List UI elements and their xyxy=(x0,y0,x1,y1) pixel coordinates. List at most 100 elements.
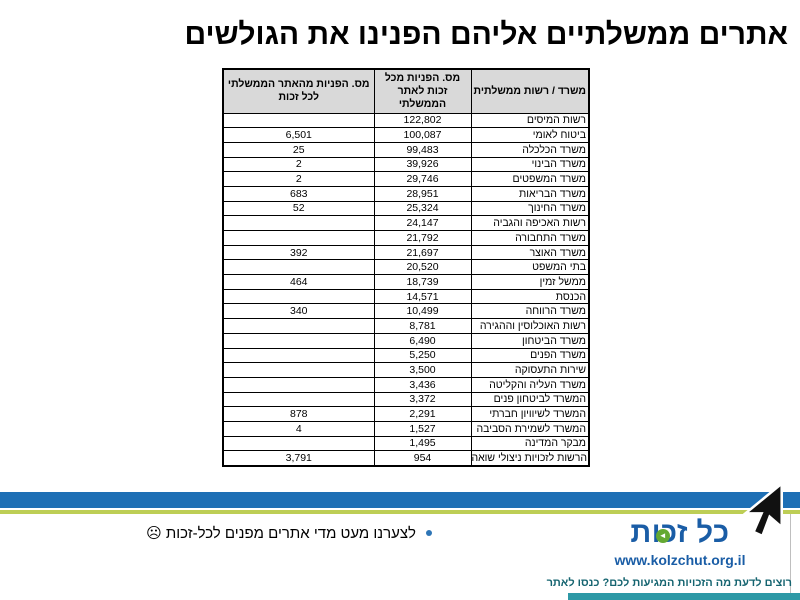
referrals-to-gov-cell: 24,147 xyxy=(373,215,472,231)
referrals-from-gov-cell: 4 xyxy=(222,420,375,437)
referrals-from-gov-cell xyxy=(222,376,375,393)
ministry-name-cell: משרד המשפטים xyxy=(470,171,590,187)
table-row: ממשל זמין 18,739 464 xyxy=(222,274,590,290)
page-title: אתרים ממשלתיים אליהם הפנינו את הגולשים xyxy=(184,18,788,51)
referrals-from-gov-cell xyxy=(222,332,375,349)
table-row: המשרד לשיוויון חברתי 2,291 878 xyxy=(222,406,590,422)
table-row: רשות האוכלוסין וההגירה 8,781 xyxy=(222,318,590,334)
table-row: בתי המשפט 20,520 xyxy=(222,259,590,276)
header-referrals-to-gov: מס. הפניות מכל זכות לאתר הממשלתי xyxy=(373,68,472,114)
referrals-from-gov-cell: 3,791 xyxy=(222,450,375,466)
ministry-name-cell: המשרד לשיוויון חברתי xyxy=(470,406,590,422)
referrals-to-gov-cell: 28,951 xyxy=(373,185,472,202)
blue-divider-bar xyxy=(0,492,800,508)
referrals-from-gov-cell xyxy=(222,391,375,408)
referrals-from-gov-cell: 25 xyxy=(222,141,375,158)
referrals-from-gov-cell xyxy=(222,362,375,378)
ministry-name-cell: משרד הכלכלה xyxy=(470,141,590,158)
referrals-to-gov-cell: 3,372 xyxy=(373,391,472,408)
logo-text: כל זכות xyxy=(630,517,730,549)
table-row: ביטוח לאומי 100,087 6,501 xyxy=(222,127,590,143)
referrals-to-gov-cell: 8,781 xyxy=(373,318,472,334)
teal-bottom-strip xyxy=(568,593,800,600)
referrals-to-gov-cell: 21,697 xyxy=(373,244,472,261)
referrals-to-gov-cell: 1,495 xyxy=(373,435,472,452)
table-row: מבקר המדינה 1,495 xyxy=(222,435,590,452)
referrals-from-gov-cell: 392 xyxy=(222,244,375,261)
ministry-name-cell: משרד החינוך xyxy=(470,200,590,217)
ministry-name-cell: רשות האוכלוסין וההגירה xyxy=(470,318,590,334)
referrals-from-gov-cell: 2 xyxy=(222,156,375,173)
referrals-to-gov-cell: 954 xyxy=(373,450,472,466)
referrals-from-gov-cell: 464 xyxy=(222,274,375,290)
referrals-from-gov-cell xyxy=(222,215,375,231)
bullet-note: לצערנו מעט מדי אתרים מפנים לכל-זכות ☹ xyxy=(146,524,432,542)
ministry-name-cell: משרד התחבורה xyxy=(470,230,590,246)
table-header-row: משרד / רשות ממשלתית מס. הפניות מכל זכות … xyxy=(222,68,590,114)
table-row: משרד המשפטים 29,746 2 xyxy=(222,171,590,187)
bullet-note-text: לצערנו מעט מדי אתרים מפנים לכל-זכות ☹ xyxy=(146,525,416,542)
referrals-to-gov-cell: 1,527 xyxy=(373,420,472,437)
referrals-to-gov-cell: 3,436 xyxy=(373,376,472,393)
table-row: הכנסת 14,571 xyxy=(222,288,590,305)
table-row: המשרד לשמירת הסביבה 1,527 4 xyxy=(222,420,590,437)
table-row: משרד הבריאות 28,951 683 xyxy=(222,185,590,202)
website-url-link[interactable]: www.kolzchut.org.il xyxy=(614,551,746,568)
ministry-name-cell: ממשל זמין xyxy=(470,274,590,290)
referrals-to-gov-cell: 18,739 xyxy=(373,274,472,290)
bullet-icon xyxy=(426,530,432,536)
referrals-from-gov-cell xyxy=(222,288,375,305)
ministry-name-cell: משרד העליה והקליטה xyxy=(470,376,590,393)
table-row: משרד הרווחה 10,499 340 xyxy=(222,303,590,320)
table-row: רשות האכיפה והגביה 24,147 xyxy=(222,215,590,231)
referrals-from-gov-cell: 2 xyxy=(222,171,375,187)
referrals-from-gov-cell: 683 xyxy=(222,185,375,202)
referrals-table: משרד / רשות ממשלתית מס. הפניות מכל זכות … xyxy=(222,68,590,467)
referrals-to-gov-cell: 5,250 xyxy=(373,347,472,364)
right-edge-divider xyxy=(790,514,791,600)
referrals-from-gov-cell xyxy=(222,347,375,364)
referrals-to-gov-cell: 14,571 xyxy=(373,288,472,305)
logo-arrow-icon: ◄ xyxy=(656,529,670,543)
table-row: משרד הביטחון 6,490 xyxy=(222,332,590,349)
ministry-name-cell: הכנסת xyxy=(470,288,590,305)
referrals-from-gov-cell: 340 xyxy=(222,303,375,320)
header-ministry: משרד / רשות ממשלתית xyxy=(470,68,590,114)
referrals-from-gov-cell xyxy=(222,230,375,246)
ministry-name-cell: משרד הבריאות xyxy=(470,185,590,202)
referrals-from-gov-cell xyxy=(222,435,375,452)
header-referrals-from-gov: מס. הפניות מהאתר הממשלתי לכל זכות xyxy=(222,68,375,114)
table-row: משרד הכלכלה 99,483 25 xyxy=(222,141,590,158)
green-accent-line xyxy=(0,510,800,514)
table-row: רשות המיסים 122,802 xyxy=(222,112,590,129)
mouse-cursor-icon xyxy=(743,482,784,538)
referrals-to-gov-cell: 29,746 xyxy=(373,171,472,187)
table-row: שירות התעסוקה 3,500 xyxy=(222,362,590,378)
ministry-name-cell: משרד הבינוי xyxy=(470,156,590,173)
referrals-to-gov-cell: 2,291 xyxy=(373,406,472,422)
ministry-name-cell: רשות המיסים xyxy=(470,112,590,129)
ministry-name-cell: המשרד לביטחון פנים xyxy=(470,391,590,408)
referrals-from-gov-cell xyxy=(222,259,375,276)
logo-tagline: רוצים לדעת מה הזכויות המגיעות לכם? כנסו … xyxy=(546,577,792,589)
ministry-name-cell: שירות התעסוקה xyxy=(470,362,590,378)
ministry-name-cell: משרד הפנים xyxy=(470,347,590,364)
referrals-to-gov-cell: 99,483 xyxy=(373,141,472,158)
table-row: משרד הבינוי 39,926 2 xyxy=(222,156,590,173)
ministry-name-cell: ביטוח לאומי xyxy=(470,127,590,143)
referrals-to-gov-cell: 20,520 xyxy=(373,259,472,276)
referrals-to-gov-cell: 10,499 xyxy=(373,303,472,320)
referrals-to-gov-cell: 39,926 xyxy=(373,156,472,173)
ministry-name-cell: משרד האוצר xyxy=(470,244,590,261)
kolzchut-logo-block: כל זכות ◄ www.kolzchut.org.il xyxy=(612,516,748,568)
ministry-name-cell: רשות האכיפה והגביה xyxy=(470,215,590,231)
ministry-name-cell: משרד הרווחה xyxy=(470,303,590,320)
table-row: משרד העליה והקליטה 3,436 xyxy=(222,376,590,393)
table-row: משרד התחבורה 21,792 xyxy=(222,230,590,246)
referrals-from-gov-cell xyxy=(222,112,375,129)
referrals-from-gov-cell: 52 xyxy=(222,200,375,217)
kolzchut-logo: כל זכות ◄ xyxy=(612,516,748,551)
referrals-to-gov-cell: 6,490 xyxy=(373,332,472,349)
referrals-from-gov-cell xyxy=(222,318,375,334)
referrals-to-gov-cell: 122,802 xyxy=(373,112,472,129)
